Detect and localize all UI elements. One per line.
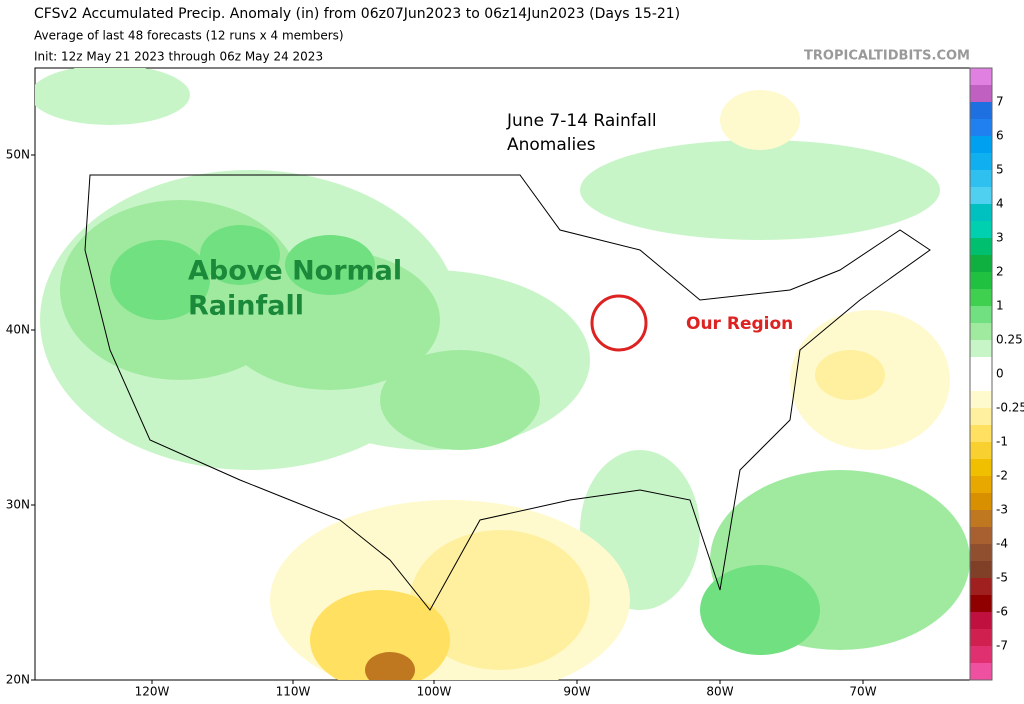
colorbar-segment: [970, 306, 992, 323]
colorbar-segment: [970, 153, 992, 170]
colorbar-label: 6: [996, 129, 1004, 143]
colorbar-segment: [970, 459, 992, 476]
title: CFSv2 Accumulated Precip. Anomaly (in) f…: [34, 6, 680, 22]
colorbar-segment: [970, 646, 992, 663]
colorbar-label: -5: [996, 571, 1008, 585]
colorbar-segment: [970, 544, 992, 561]
annotation: June 7-14 Rainfall: [506, 111, 657, 131]
init: Init: 12z May 21 2023 through 06z May 24…: [34, 50, 323, 64]
colorbar-segment: [970, 85, 992, 102]
region-circle: [590, 294, 648, 352]
colorbar-frame: [969, 67, 993, 681]
colorbar-segment: [970, 340, 992, 357]
colorbar-segment: [970, 289, 992, 306]
colorbar-segment: [970, 170, 992, 187]
colorbar-label: 1: [996, 299, 1004, 313]
lon-label: 120W: [135, 685, 170, 699]
colorbar-segment: [970, 663, 992, 680]
annotation: Above Normal: [188, 256, 402, 287]
colorbar-segment: [970, 187, 992, 204]
colorbar-label: -6: [996, 605, 1008, 619]
colorbar-segment: [970, 136, 992, 153]
annotation: Our Region: [686, 314, 793, 334]
colorbar-label: -0.25: [996, 401, 1024, 415]
colorbar-segment: [970, 102, 992, 119]
lon-label: 70W: [849, 685, 876, 699]
colorbar-segment: [970, 272, 992, 289]
colorbar-segment: [970, 442, 992, 459]
credit: TROPICALTIDBITS.COM: [804, 49, 970, 64]
colorbar-label: 7: [996, 95, 1004, 109]
map: June 7-14 Rainfall Anomalies Above Norma…: [34, 67, 971, 681]
lon-label: 90W: [563, 685, 590, 699]
colorbar-segment: [970, 408, 992, 425]
colorbar-segment: [970, 527, 992, 544]
colorbar-segment: [970, 391, 992, 408]
lon-label: 110W: [276, 685, 311, 699]
colorbar-segment: [970, 578, 992, 595]
lon-label: 100W: [417, 685, 452, 699]
colorbar-segment: [970, 595, 992, 612]
colorbar-label: 4: [996, 197, 1004, 211]
colorbar-segment: [970, 493, 992, 510]
colorbar-label: 0.25: [996, 333, 1023, 347]
colorbar-segment: [970, 510, 992, 527]
colorbar-segment: [970, 374, 992, 391]
colorbar-segment: [970, 425, 992, 442]
colorbar-label: 2: [996, 265, 1004, 279]
colorbar-label: 3: [996, 231, 1004, 245]
lat-label: 30N: [6, 498, 30, 512]
colorbar-label: -3: [996, 503, 1008, 517]
colorbar-segment: [970, 68, 992, 85]
colorbar-segment: [970, 561, 992, 578]
lat-label: 20N: [6, 673, 30, 687]
colorbar-segment: [970, 476, 992, 493]
colorbar-label: -7: [996, 639, 1008, 653]
colorbar-segment: [970, 612, 992, 629]
colorbar-label: -1: [996, 435, 1008, 449]
lon-label: 80W: [706, 685, 733, 699]
anomaly-fields: [35, 68, 970, 680]
colorbar-segment: [970, 323, 992, 340]
colorbar-segment: [970, 255, 992, 272]
colorbar-segment: [970, 204, 992, 221]
colorbar-label: 0: [996, 367, 1004, 381]
annotation: Anomalies: [507, 135, 596, 155]
coastline: [84, 174, 931, 611]
colorbar-label: -2: [996, 469, 1008, 483]
annotation: Rainfall: [188, 291, 304, 322]
colorbar-segment: [970, 629, 992, 646]
colorbar-segment: [970, 357, 992, 374]
subtitle: Average of last 48 forecasts (12 runs x …: [34, 29, 344, 43]
colorbar-segment: [970, 221, 992, 238]
colorbar-label: 5: [996, 163, 1004, 177]
colorbar-label: -4: [996, 537, 1008, 551]
colorbar-segment: [970, 238, 992, 255]
colorbar-segment: [970, 119, 992, 136]
lat-label: 40N: [6, 323, 30, 337]
lat-label: 50N: [6, 148, 30, 162]
